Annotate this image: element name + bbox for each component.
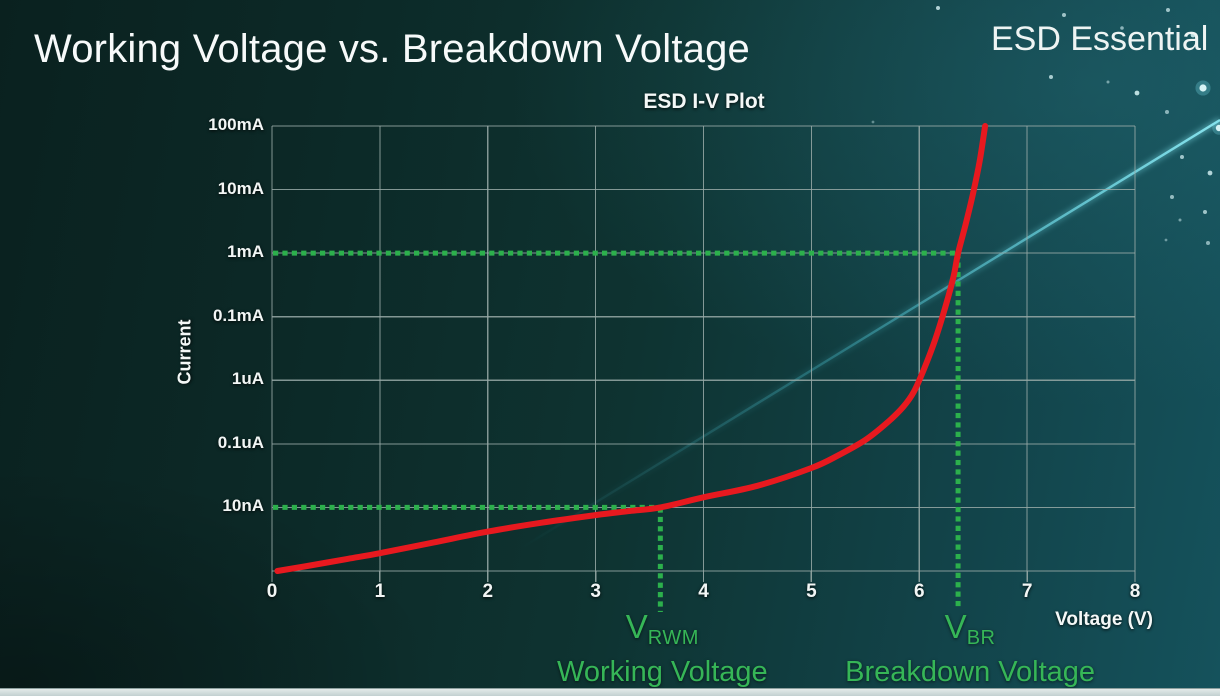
star-dot <box>1215 124 1220 132</box>
star-dot <box>1106 80 1110 84</box>
star-dot <box>936 6 940 10</box>
y-tick-label-10nA: 10nA <box>222 496 264 516</box>
y-tick-label-1mA: 1mA <box>227 242 264 262</box>
iv-curve-path <box>274 123 989 574</box>
star-dot <box>1062 13 1066 17</box>
star-dot <box>1203 210 1207 214</box>
star-dot <box>1120 26 1124 30</box>
star-dot <box>1207 170 1213 176</box>
star-dot <box>1164 238 1168 242</box>
x-axis-title: Voltage (V) <box>1055 609 1153 630</box>
x-tick-label-4: 4 <box>698 581 709 602</box>
x-tick-label-0: 0 <box>266 581 278 602</box>
y-tick-label-10mA: 10mA <box>217 178 264 198</box>
stars-group <box>871 6 1220 245</box>
star-dot <box>1166 8 1170 12</box>
star-dot <box>1180 155 1184 159</box>
y-tick-label-1uA: 1uA <box>231 369 264 389</box>
star-dot <box>1190 32 1196 38</box>
annotation-dotted-lines <box>273 250 961 612</box>
vbr-main: V <box>944 608 967 645</box>
x-tick-label-5: 5 <box>806 581 817 602</box>
vbr-sub: BR <box>966 627 996 649</box>
x-tick-label-3: 3 <box>590 581 601 602</box>
vrwm-sub: RWM <box>647 627 699 649</box>
star-dot <box>1049 75 1053 79</box>
x-tick-label-2: 2 <box>482 581 494 602</box>
y-tick-label-0.1mA: 0.1mA <box>212 305 264 325</box>
star-dot <box>871 120 875 124</box>
vrwm-caption: Working Voltage <box>557 656 768 688</box>
x-tick-label-1: 1 <box>374 581 386 602</box>
annotation-vbr: VBR Breakdown Voltage <box>845 610 1096 689</box>
chart-title: ESD I-V Plot <box>643 90 765 113</box>
x-tick-label-7: 7 <box>1021 581 1033 602</box>
vrwm-symbol: VRWM <box>557 610 768 655</box>
annotation-vrwm: VRWM Working Voltage <box>557 610 768 689</box>
star-dot <box>1170 195 1174 199</box>
grid-lines <box>271 125 1136 582</box>
brand-text: ESD Essential <box>991 20 1209 58</box>
y-tick-label-100mA: 100mA <box>208 115 264 134</box>
vbr-symbol: VBR <box>845 610 1095 655</box>
iv-curve <box>274 123 989 574</box>
x-tick-label-6: 6 <box>913 581 925 602</box>
star-dot <box>1134 90 1140 96</box>
star-dot <box>1178 218 1182 222</box>
x-tick-label-8: 8 <box>1129 581 1141 602</box>
vbr-caption: Breakdown Voltage <box>845 656 1096 688</box>
page-title: Working Voltage vs. Breakdown Voltage <box>34 27 750 71</box>
star-dot <box>1165 110 1169 114</box>
y-tick-label-0.1uA: 0.1uA <box>217 432 264 452</box>
swoosh-line <box>504 118 1220 560</box>
star-dot <box>1206 241 1210 245</box>
star-dot <box>1199 84 1207 92</box>
bottom-edge-strip <box>0 688 1220 696</box>
vrwm-main: V <box>625 608 648 645</box>
